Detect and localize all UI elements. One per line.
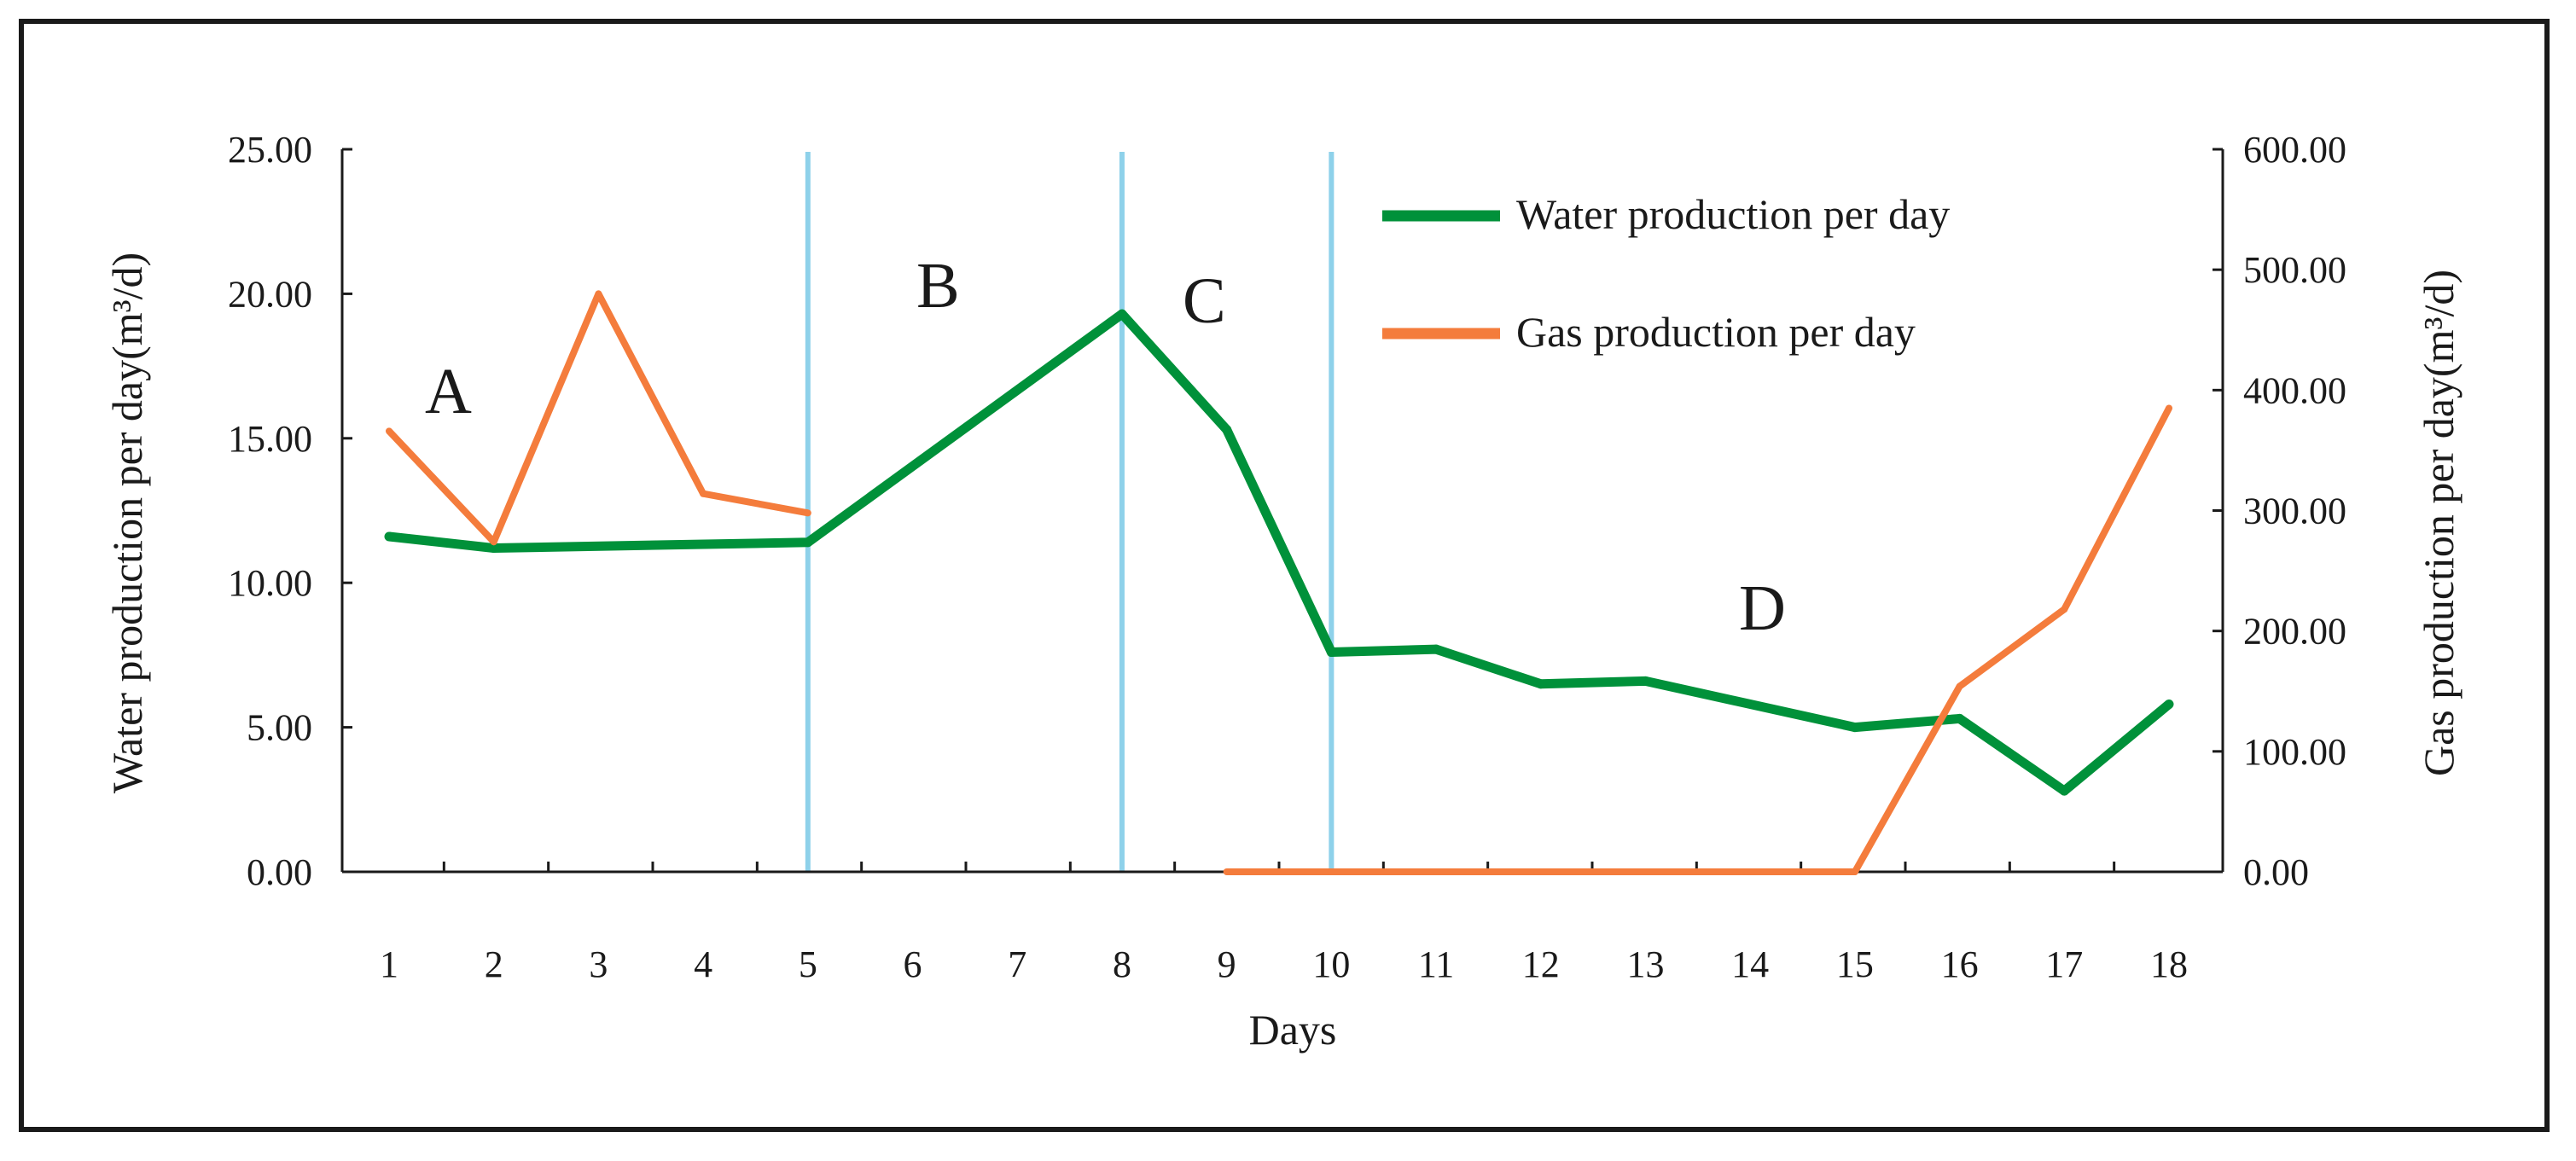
y-tick-label: 25.00 <box>228 129 312 171</box>
legend-water-label: Water production per day <box>1516 190 1950 238</box>
x-tick-label: 15 <box>1836 943 1874 985</box>
y2-axis-title: Gas production per day(m³/d) <box>2415 270 2463 776</box>
x-tick-label: 4 <box>694 943 712 985</box>
x-tick-label: 16 <box>1941 943 1979 985</box>
x-tick-label: 3 <box>589 943 608 985</box>
water-point-day-15 <box>1850 723 1860 733</box>
x-tick-label: 13 <box>1626 943 1664 985</box>
legend: Water production per day Gas production … <box>1382 190 1950 356</box>
gas-point-day-14 <box>1747 868 1754 875</box>
y2-tick-label: 300.00 <box>2243 491 2346 532</box>
gas-point-day-3 <box>595 290 602 298</box>
x-tick-label: 7 <box>1008 943 1026 985</box>
x-tick-label: 10 <box>1312 943 1350 985</box>
water-point-day-8 <box>1117 309 1127 319</box>
x-axis-title: Days <box>1249 1006 1337 1054</box>
y-tick-label: 20.00 <box>228 273 312 315</box>
y2-tick-label: 0.00 <box>2243 851 2309 893</box>
region-label-a: A <box>425 356 472 427</box>
gas-point-day-17 <box>2061 606 2068 613</box>
y-tick-label: 0.00 <box>247 851 312 893</box>
water-point-day-2 <box>489 543 499 554</box>
region-label-c: C <box>1183 265 1226 337</box>
y2-tick-label: 100.00 <box>2243 731 2346 773</box>
chart-frame: 0.00 5.00 10.00 15.00 20.00 25.00 0.00 100.00 20… <box>19 19 2550 1132</box>
gas-point-day-11 <box>1433 868 1440 875</box>
region-label-d: D <box>1739 572 1786 644</box>
gas-point-day-4 <box>700 490 707 497</box>
gas-point-day-18 <box>2166 404 2172 412</box>
y-tick-label: 15.00 <box>228 418 312 460</box>
x-tick-label: 18 <box>2150 943 2188 985</box>
x-tick-label: 11 <box>1418 943 1454 985</box>
y2-tick-label: 500.00 <box>2243 249 2346 291</box>
water-point-day-11 <box>1431 644 1441 654</box>
gas-point-day-1 <box>386 427 393 435</box>
gas-point-day-16 <box>1956 682 1963 690</box>
y-axis-title: Water production per day(m³/d) <box>103 253 151 793</box>
region-label-b: B <box>916 250 960 322</box>
gas-production-line-segment-2 <box>1226 406 2172 875</box>
production-chart: 0.00 5.00 10.00 15.00 20.00 25.00 0.00 100.00 20… <box>103 129 2463 1054</box>
gas-point-day-10 <box>1328 868 1335 875</box>
gas-point-day-15 <box>1851 868 1858 875</box>
y-tick-label: 5.00 <box>247 707 312 749</box>
water-point-day-16 <box>1955 713 1965 723</box>
x-tick-label: 12 <box>1522 943 1560 985</box>
water-point-day-17 <box>2059 786 2069 796</box>
water-point-day-1 <box>384 531 394 542</box>
x-tick-label: 6 <box>904 943 922 985</box>
x-tick-label: 1 <box>380 943 398 985</box>
water-point-day-9 <box>1222 425 1232 435</box>
x-tick-label: 8 <box>1113 943 1131 985</box>
y2-tick-label: 600.00 <box>2243 129 2346 171</box>
x-tick-label: 14 <box>1731 943 1769 985</box>
water-point-day-13 <box>1640 676 1650 686</box>
gas-point-day-13 <box>1642 868 1649 875</box>
water-point-day-5 <box>803 537 813 548</box>
gas-point-day-12 <box>1537 868 1544 875</box>
water-point-day-10 <box>1326 647 1336 658</box>
x-tick-label: 17 <box>2045 943 2083 985</box>
x-tick-label: 2 <box>485 943 503 985</box>
water-point-day-12 <box>1536 679 1546 689</box>
y-tick-label: 10.00 <box>228 562 312 604</box>
y2-tick-label: 200.00 <box>2243 611 2346 653</box>
gas-point-day-5 <box>804 509 811 517</box>
x-tick-label: 5 <box>799 943 817 985</box>
legend-gas-label: Gas production per day <box>1516 308 1916 356</box>
x-tick-label: 9 <box>1218 943 1236 985</box>
water-production-line <box>388 309 2172 796</box>
gas-point-day-9 <box>1223 868 1230 875</box>
y2-tick-label: 400.00 <box>2243 369 2346 411</box>
water-point-day-18 <box>2164 699 2174 709</box>
gas-point-day-2 <box>490 538 497 546</box>
